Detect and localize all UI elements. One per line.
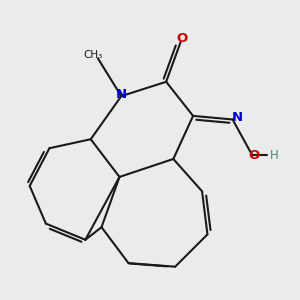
Text: N: N — [116, 88, 127, 101]
Text: CH₃: CH₃ — [83, 50, 102, 60]
Text: O: O — [177, 32, 188, 45]
Text: O: O — [248, 149, 260, 162]
Text: H: H — [269, 149, 278, 162]
Text: N: N — [231, 111, 242, 124]
